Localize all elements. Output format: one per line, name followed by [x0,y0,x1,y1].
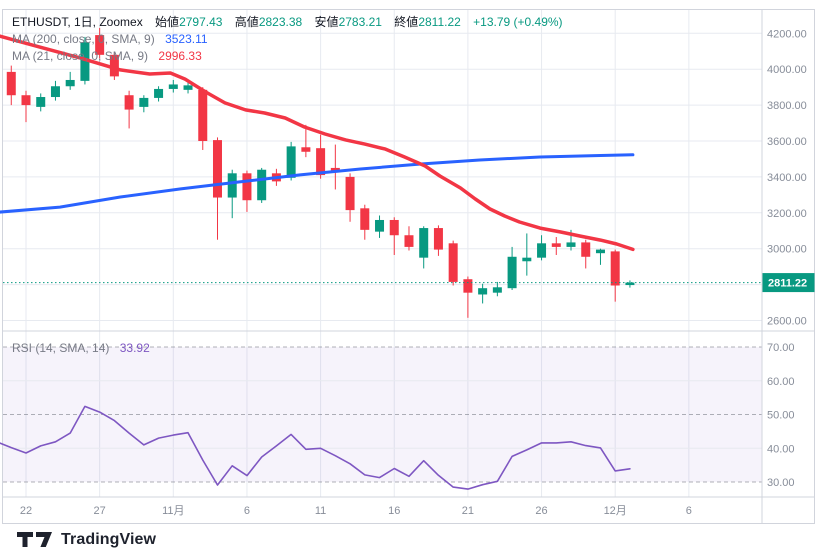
time-tick-label: 11月 [162,505,184,517]
rsi-tick-label: 50.00 [767,410,795,422]
candle-body [478,288,488,295]
candle-body [492,287,502,293]
open-label: 始値 [155,15,180,29]
ma200-label: MA (200, close, 0, SMA, 9) [12,32,155,46]
candle-body [227,173,237,198]
rsi-legend-row[interactable]: RSI (14, SMA, 14) 33.92 [12,341,150,356]
candle-body [448,243,458,282]
candle-body [6,71,16,96]
candle-body [50,86,60,98]
candle-body [36,97,46,107]
ma21-label: MA (21, close, 0, SMA, 9) [12,49,149,63]
rsi-tick-label: 30.00 [767,477,795,489]
candle-body [109,54,119,77]
candle-body [212,140,222,198]
high-label: 高値 [234,15,259,29]
tradingview-attribution[interactable]: TradingView [17,531,156,549]
candle-body [389,219,399,236]
ma21-line [0,34,635,252]
candle-body [537,243,547,258]
widget-frame [2,9,815,524]
candle-body [581,242,591,257]
time-tick-label: 6 [244,505,250,517]
time-tick-label: 6 [686,505,692,517]
time-tick-label: 22 [20,505,32,517]
candle-body [625,282,635,286]
candle-body [375,219,385,232]
candle-body [168,84,178,89]
price-tick-label: 3000.00 [767,244,807,256]
candle-body [610,251,620,286]
price-tick-label: 3200.00 [767,208,807,220]
candle-body [301,147,311,152]
time-tick-label: 12月 [604,505,627,517]
high-value: 2823.38 [258,15,303,29]
candle-body [551,243,561,247]
ma200-line [0,153,635,214]
price-tick-label: 3600.00 [767,136,807,148]
candle-body [242,173,252,201]
tradingview-logo-icon [17,532,52,547]
candle-body [286,146,296,178]
time-tick-label: 26 [535,505,547,517]
ma21-legend-row[interactable]: MA (21, close, 0, SMA, 9) 2996.33 [12,49,202,64]
price-tick-label: 2600.00 [767,316,807,328]
candle-body [198,89,208,141]
symbol-legend-row[interactable]: ETHUSDT, 1日, Zoomex 始値2797.43 高値2823.38 … [12,15,563,30]
time-tick-label: 11 [315,505,326,517]
candle-body [419,228,429,258]
candle-body [507,256,517,289]
time-tick-label: 16 [388,505,400,517]
current-price-badge [762,273,815,293]
candle-body [463,279,473,293]
candle-body [433,228,443,250]
time-tick-label: 21 [462,505,474,517]
candle-body [95,35,105,55]
rsi-tick-label: 40.00 [767,443,795,455]
rsi-label: RSI (14, SMA, 14) [12,341,110,355]
candle-body [124,95,134,110]
rsi-value: 33.92 [119,341,150,355]
candle-body [404,235,414,247]
ma200-value: 3523.11 [165,32,208,46]
price-tick-label: 3400.00 [767,172,807,184]
candle-body [360,208,370,230]
candle-body [21,95,31,106]
candle-body [566,242,576,247]
ma200-legend-row[interactable]: MA (200, close, 0, SMA, 9) 3523.11 [12,32,208,47]
candle-body [65,79,75,87]
close-value: 2811.22 [418,15,461,29]
candle-body [154,88,164,98]
low-value: 2783.21 [338,15,382,29]
current-price-badge-text: 2811.22 [768,278,807,290]
price-tick-label: 3800.00 [767,100,807,112]
candle-body [183,85,193,90]
candle-body [139,97,149,107]
close-label: 終値 [394,15,419,29]
price-axis[interactable] [762,10,815,497]
candle-body [522,257,532,262]
candle-body [80,42,90,81]
rsi-line [0,405,631,490]
candle-body [316,148,326,176]
open-value: 2797.43 [179,15,223,29]
ma21-value: 2996.33 [158,49,202,63]
time-tick-label: 27 [94,505,106,517]
candle-body [345,176,355,211]
change-value: +13.79 (+0.49%) [473,15,563,29]
rsi-tick-label: 70.00 [767,342,795,354]
low-label: 安値 [314,15,339,29]
candle-body [257,169,267,201]
symbol-title: ETHUSDT, 1日, Zoomex [12,15,143,29]
time-axis[interactable] [3,497,815,523]
rsi-tick-label: 60.00 [767,376,795,388]
price-tick-label: 4000.00 [767,64,807,76]
tradingview-wordmark: TradingView [61,531,157,548]
candle-body [595,249,605,254]
price-tick-label: 4200.00 [767,28,807,40]
